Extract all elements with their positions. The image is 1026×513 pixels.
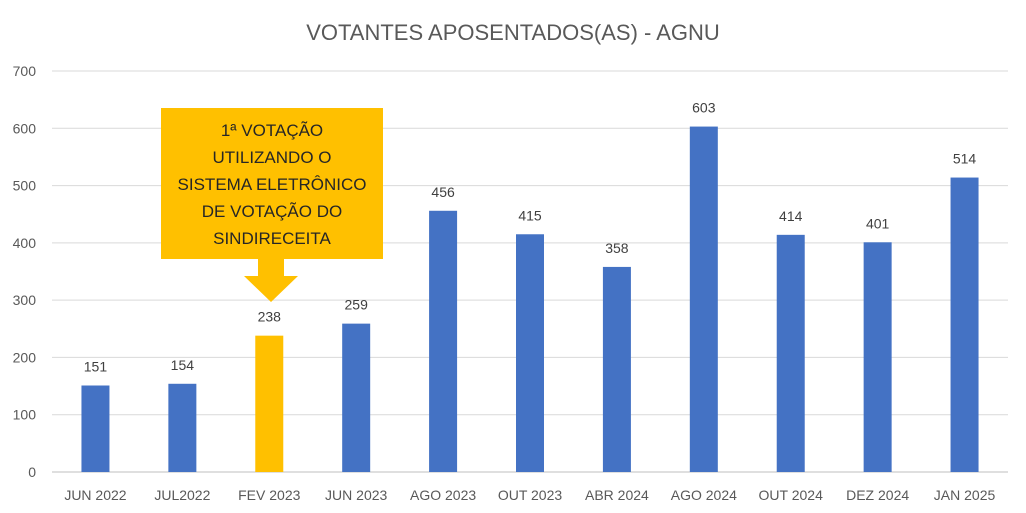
data-label: 415 [518, 207, 542, 223]
callout-line: SINDIRECEITA [213, 229, 331, 248]
x-tick-label: AGO 2024 [671, 487, 737, 503]
x-tick-label: JUN 2023 [325, 487, 387, 503]
x-tick-label: OUT 2024 [759, 487, 824, 503]
data-label: 238 [258, 309, 282, 325]
bar [950, 177, 979, 472]
x-tick-label: FEV 2023 [238, 487, 300, 503]
y-tick-label: 300 [13, 292, 37, 308]
y-tick-label: 500 [13, 178, 37, 194]
bar [516, 234, 544, 472]
bars [81, 126, 979, 473]
bar [602, 266, 631, 472]
bar [429, 210, 458, 472]
y-tick-label: 600 [13, 120, 37, 136]
callout-arrow-icon [244, 258, 298, 302]
callout-box [161, 108, 383, 259]
x-tick-label: AGO 2023 [410, 487, 476, 503]
bar [776, 234, 805, 472]
data-label: 514 [953, 151, 977, 167]
data-label: 401 [866, 215, 890, 231]
y-tick-label: 100 [13, 407, 37, 423]
bar [81, 385, 110, 472]
bar [863, 242, 892, 472]
x-tick-label: OUT 2023 [498, 487, 563, 503]
bar [168, 383, 197, 472]
y-axis: 0 100 200 300 400 500 600 700 [13, 63, 37, 480]
callout-line: SISTEMA ELETRÔNICO [178, 175, 367, 194]
bar [255, 335, 284, 472]
annotation-callout: 1ª VOTAÇÃO UTILIZANDO O SISTEMA ELETRÔNI… [161, 108, 383, 302]
y-tick-label: 400 [13, 235, 37, 251]
x-tick-label: DEZ 2024 [846, 487, 909, 503]
data-label: 414 [779, 208, 803, 224]
data-label: 456 [431, 184, 455, 200]
callout-line: DE VOTAÇÃO DO [202, 202, 342, 221]
data-label: 358 [605, 240, 629, 256]
data-labels: 151 154 238 259 456 415 358 603 414 401 514 [84, 100, 977, 375]
y-tick-label: 700 [13, 63, 37, 79]
callout-line: 1ª VOTAÇÃO [221, 121, 323, 140]
data-label: 603 [692, 100, 716, 116]
x-tick-label: JUL2022 [154, 487, 210, 503]
callout-line: UTILIZANDO O [212, 148, 331, 167]
x-tick-label: JUN 2022 [64, 487, 126, 503]
bar [342, 323, 371, 472]
data-label: 151 [84, 358, 108, 374]
bar [689, 126, 718, 473]
x-tick-label: ABR 2024 [585, 487, 649, 503]
y-tick-label: 0 [28, 464, 36, 480]
data-label: 259 [345, 297, 369, 313]
x-axis: JUN 2022 JUL2022 FEV 2023 JUN 2023 AGO 2023 O… [64, 487, 995, 503]
chart-title: VOTANTES APOSENTADOS(AS) - AGNU [306, 20, 720, 45]
y-tick-label: 200 [13, 349, 37, 365]
data-label: 154 [171, 357, 195, 373]
x-tick-label: JAN 2025 [934, 487, 996, 503]
